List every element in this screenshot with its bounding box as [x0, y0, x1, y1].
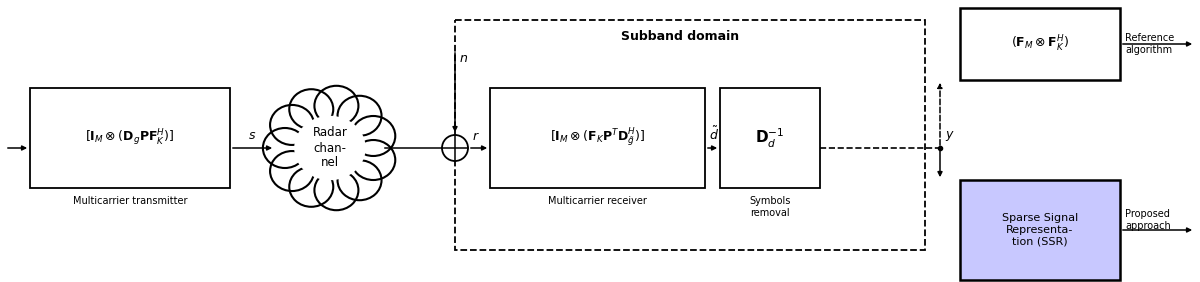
- Ellipse shape: [352, 116, 395, 156]
- FancyArrowPatch shape: [470, 146, 486, 150]
- Text: Reference
algorithm: Reference algorithm: [1126, 33, 1175, 55]
- Text: $\tilde{d}$: $\tilde{d}$: [709, 125, 719, 143]
- Ellipse shape: [289, 89, 334, 129]
- Text: Subband domain: Subband domain: [620, 30, 739, 43]
- Bar: [30, 88, 230, 188]
- Text: Proposed
approach: Proposed approach: [1126, 209, 1171, 231]
- FancyArrowPatch shape: [938, 151, 942, 175]
- Text: $r$: $r$: [472, 130, 480, 143]
- FancyArrowPatch shape: [7, 146, 25, 150]
- FancyArrowPatch shape: [938, 85, 942, 145]
- Ellipse shape: [294, 116, 366, 180]
- Bar: [720, 88, 820, 188]
- FancyArrowPatch shape: [454, 53, 457, 131]
- Text: $n$: $n$: [458, 52, 468, 65]
- Ellipse shape: [337, 160, 382, 200]
- Bar: [960, 180, 1120, 280]
- Ellipse shape: [337, 96, 382, 136]
- FancyArrowPatch shape: [1123, 228, 1190, 232]
- Text: $\mathbf{D}_d^{-1}$: $\mathbf{D}_d^{-1}$: [755, 126, 785, 149]
- Bar: [455, 20, 925, 250]
- FancyArrowPatch shape: [233, 146, 270, 150]
- Text: $(\mathbf{F}_M \otimes \mathbf{F}_K^H)$: $(\mathbf{F}_M \otimes \mathbf{F}_K^H)$: [1010, 34, 1069, 54]
- Circle shape: [442, 135, 468, 161]
- Text: Multicarrier receiver: Multicarrier receiver: [548, 196, 647, 206]
- FancyArrowPatch shape: [708, 146, 715, 150]
- Text: Symbols
removal: Symbols removal: [749, 196, 791, 218]
- Text: Radar
chan-
nel: Radar chan- nel: [312, 127, 348, 169]
- Ellipse shape: [314, 86, 359, 126]
- FancyArrowPatch shape: [1123, 42, 1190, 46]
- Ellipse shape: [289, 167, 334, 207]
- Ellipse shape: [270, 105, 314, 145]
- Text: $[\mathbf{I}_M \otimes (\mathbf{D}_g\mathbf{P}\mathbf{F}_K^H)]$: $[\mathbf{I}_M \otimes (\mathbf{D}_g\mat…: [85, 128, 175, 148]
- Ellipse shape: [289, 111, 371, 186]
- Text: $y$: $y$: [946, 129, 955, 143]
- Ellipse shape: [314, 170, 359, 210]
- Text: $[\mathbf{I}_M \otimes (\mathbf{F}_K\mathbf{P}^T\mathbf{D}_{\tilde{g}}^H)]$: $[\mathbf{I}_M \otimes (\mathbf{F}_K\mat…: [550, 127, 646, 149]
- Text: Sparse Signal
Representa-
tion (SSR): Sparse Signal Representa- tion (SSR): [1002, 213, 1078, 246]
- Text: Multicarrier transmitter: Multicarrier transmitter: [73, 196, 187, 206]
- Ellipse shape: [263, 128, 307, 168]
- Ellipse shape: [270, 151, 314, 191]
- Bar: [490, 88, 706, 188]
- Bar: [960, 8, 1120, 80]
- Text: $s$: $s$: [248, 129, 257, 142]
- Ellipse shape: [352, 140, 395, 180]
